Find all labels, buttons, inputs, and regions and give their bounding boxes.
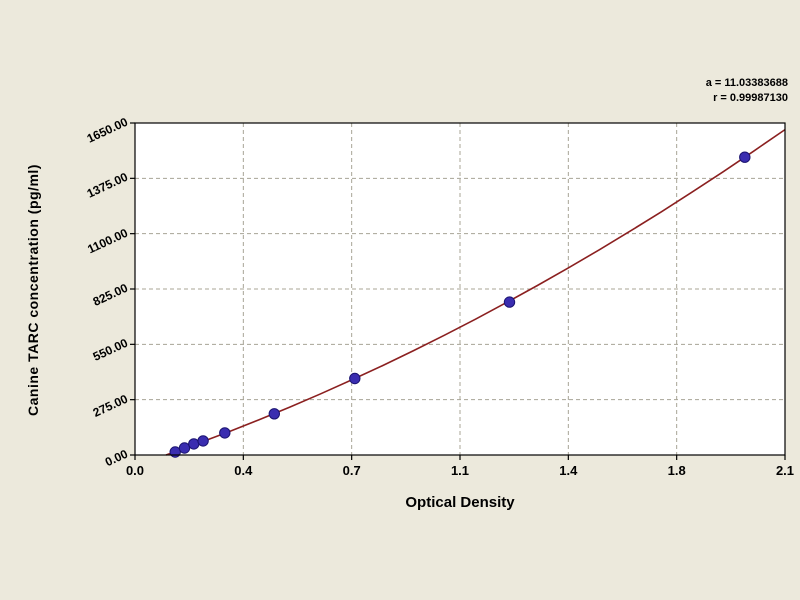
x-tick-label: 1.8 [667,463,686,478]
data-point [349,372,361,385]
x-tick-label: 1.4 [559,463,578,478]
data-point [503,296,516,308]
fit-correlation-label: r = 0.99987130 [713,92,788,104]
x-tick-label: 0.4 [234,463,253,478]
data-point [219,427,231,439]
data-point [178,442,191,454]
x-tick-label: 0.0 [125,463,145,478]
x-tick-label: 2.1 [775,463,795,478]
x-axis-title: Optical Density [405,494,515,511]
y-axis-title: Canine TARC concentration (pg/ml) [25,164,41,416]
data-point [268,408,280,420]
x-tick-label: 1.1 [450,463,470,478]
data-point [739,151,751,163]
fit-coefficient-label: a = 11.03383688 [705,77,788,89]
x-tick-label: 0.7 [342,463,361,478]
fit-statistics: a = 11.03383688 r = 0.99987130 [706,76,788,106]
data-point [197,435,209,447]
